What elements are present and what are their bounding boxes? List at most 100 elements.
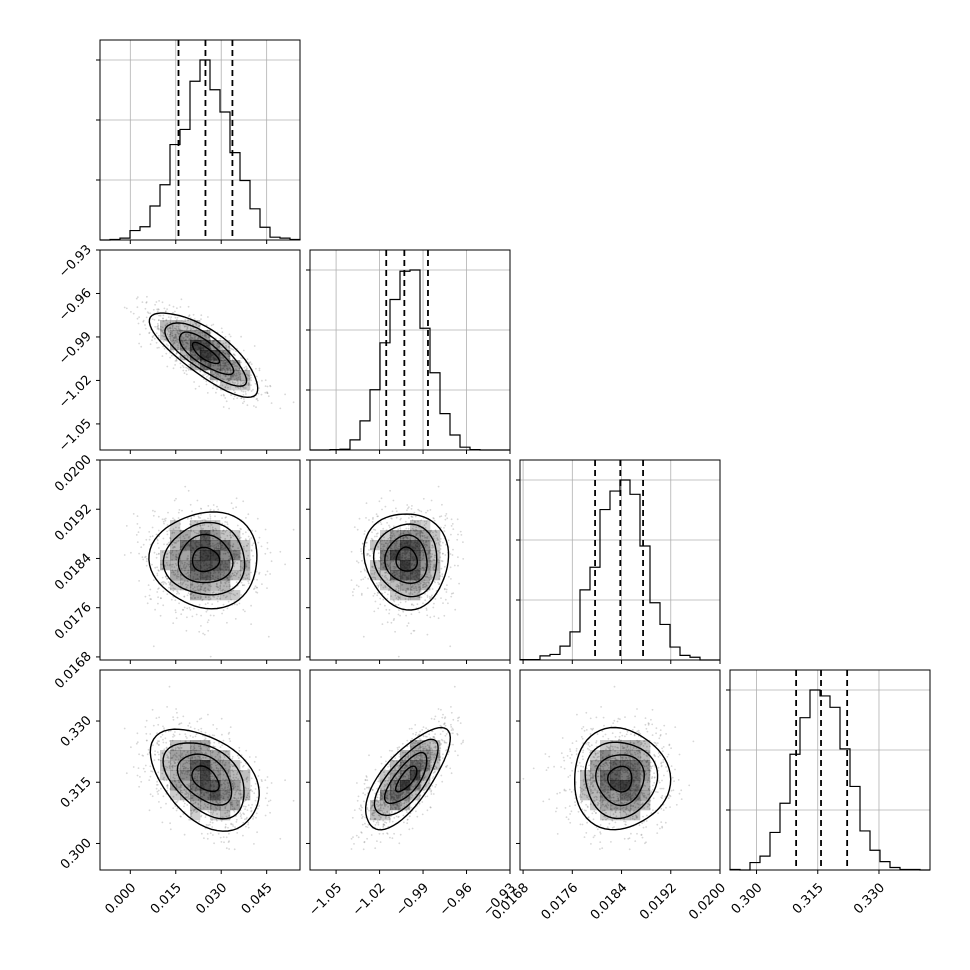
sample-point	[234, 381, 236, 384]
sample-point	[256, 578, 258, 581]
sample-point	[185, 629, 188, 632]
sample-point	[205, 336, 208, 338]
sample-point	[169, 333, 172, 336]
sample-point	[267, 395, 270, 398]
sample-point	[353, 588, 355, 590]
sample-point	[180, 573, 182, 576]
sample-point	[452, 548, 454, 551]
sample-point	[130, 551, 132, 554]
sample-point	[193, 318, 196, 320]
sample-point	[226, 377, 229, 380]
sample-point	[178, 509, 181, 511]
sample-point	[166, 593, 169, 595]
sample-point	[445, 591, 448, 593]
sample-point	[157, 771, 160, 774]
sample-point	[411, 603, 413, 606]
sample-point	[208, 332, 211, 334]
sample-point	[179, 362, 182, 365]
sample-point	[161, 334, 164, 337]
sample-point	[171, 559, 174, 561]
sample-point	[174, 333, 177, 336]
sample-point	[462, 558, 465, 560]
sample-point	[250, 785, 253, 787]
sample-point	[184, 318, 187, 321]
sample-point	[222, 532, 224, 535]
sample-point	[220, 357, 222, 359]
sample-point	[433, 519, 436, 522]
sample-point	[177, 575, 180, 578]
contour-1	[178, 331, 235, 376]
sample-point	[170, 354, 173, 357]
sample-point	[221, 331, 224, 334]
sample-point	[192, 736, 194, 738]
sample-point	[156, 310, 159, 313]
sample-point	[198, 820, 201, 823]
sample-point	[234, 618, 237, 620]
sample-point	[152, 334, 155, 337]
sample-point	[205, 380, 208, 383]
sample-point	[182, 715, 185, 718]
sample-point	[182, 581, 185, 584]
sample-point	[239, 378, 242, 381]
sample-point	[172, 517, 174, 520]
sample-point	[240, 397, 243, 400]
sample-point	[157, 569, 160, 572]
sample-point	[226, 378, 228, 381]
sample-point	[173, 499, 176, 502]
sample-point	[219, 585, 222, 587]
sample-point	[374, 600, 377, 603]
histogram-0	[100, 59, 301, 241]
sample-point	[444, 518, 447, 521]
sample-point	[256, 399, 259, 402]
sample-point	[177, 346, 180, 349]
sample-point	[238, 750, 241, 752]
sample-point	[200, 814, 203, 817]
sample-point	[147, 748, 150, 751]
sample-point	[172, 554, 175, 556]
sample-point	[230, 536, 233, 539]
sample-point	[410, 613, 413, 616]
sample-point	[167, 730, 170, 733]
sample-point	[244, 808, 247, 810]
sample-point	[181, 349, 184, 352]
sample-point	[231, 348, 234, 351]
sample-point	[156, 751, 159, 754]
sample-point	[237, 382, 239, 384]
sample-point	[136, 732, 139, 735]
sample-point	[236, 524, 239, 527]
sample-point	[232, 535, 235, 537]
sample-point	[187, 343, 190, 345]
sample-point	[229, 335, 232, 338]
sample-point	[148, 779, 151, 781]
sample-point	[266, 392, 269, 395]
sample-point	[251, 544, 254, 547]
sample-point	[231, 358, 234, 361]
sample-point	[234, 826, 236, 828]
sample-point	[292, 799, 295, 802]
sample-point	[189, 608, 192, 611]
sample-point	[197, 337, 200, 340]
sample-point	[173, 337, 176, 339]
sample-point	[171, 543, 174, 546]
sample-point	[152, 308, 155, 311]
sample-point	[138, 785, 141, 788]
sample-point	[184, 320, 187, 323]
sample-point	[230, 374, 233, 377]
sample-point	[264, 528, 267, 531]
sample-point	[168, 551, 171, 554]
sample-point	[430, 596, 433, 599]
sample-point	[227, 353, 230, 355]
sample-point	[194, 531, 196, 534]
sample-point	[176, 352, 178, 355]
sample-point	[164, 737, 167, 740]
sample-point	[231, 375, 234, 377]
sample-point	[187, 336, 189, 338]
sample-point	[210, 523, 213, 526]
sample-point	[248, 756, 251, 758]
sample-point	[175, 556, 178, 559]
sample-point	[176, 557, 179, 559]
sample-point	[350, 579, 353, 581]
sample-point	[206, 621, 209, 624]
sample-point	[145, 301, 148, 304]
sample-point	[228, 848, 231, 850]
